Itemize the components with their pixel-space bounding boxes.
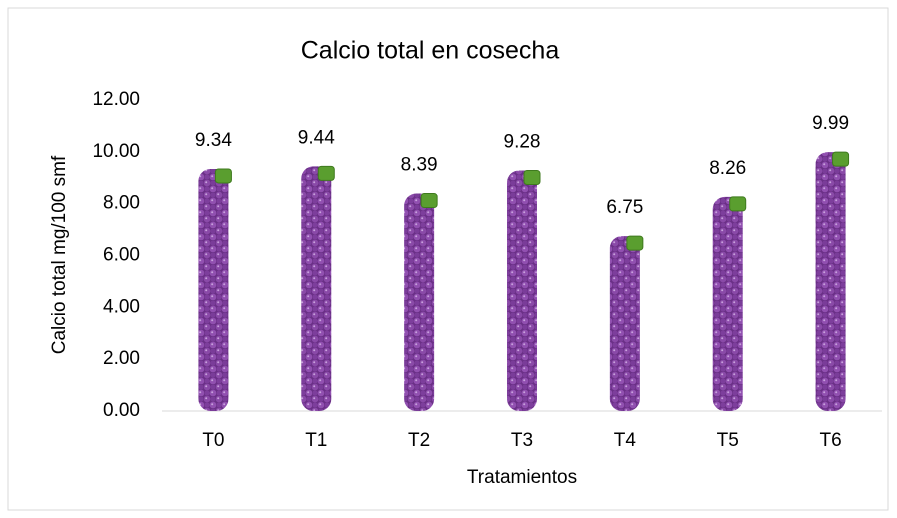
leaf [215,169,231,183]
y-tick-label: 6.00 [103,245,140,266]
bar [610,236,640,411]
leaf [421,194,437,208]
x-tick-label: T1 [305,430,327,451]
x-tick-label: T3 [511,430,533,451]
bar [816,152,846,411]
x-axis-label: Tratamientos [467,467,577,488]
x-tick-label: T0 [202,430,224,451]
bar [404,194,434,411]
chart: Calcio total en cosecha Calcio total mg/… [0,0,897,518]
y-tick-label: 10.00 [92,141,140,162]
bar [507,170,537,411]
leaf [730,197,746,211]
data-label: 8.39 [401,155,438,176]
data-label: 6.75 [606,197,643,218]
leaf [524,170,540,184]
x-tick-label: T6 [819,430,841,451]
y-axis-label: Calcio total mg/100 smf [49,155,70,354]
y-tick-label: 4.00 [103,296,140,317]
x-tick-label: T2 [408,430,430,451]
x-tick-label: T5 [717,430,739,451]
chart-title: Calcio total en cosecha [301,37,560,65]
y-tick-label: 8.00 [103,193,140,214]
data-label: 9.44 [298,127,335,148]
chart-border [8,8,888,510]
leaf [627,236,643,250]
data-label: 8.26 [709,158,746,179]
y-tick-label: 2.00 [103,348,140,369]
leaf [318,166,334,180]
y-tick-label: 0.00 [103,400,140,421]
bar [198,169,228,411]
x-tick-label: T4 [614,430,637,451]
data-label: 9.99 [812,113,849,134]
data-label: 9.28 [504,132,541,153]
bar [301,166,331,411]
data-label: 9.34 [195,130,232,151]
y-tick-label: 12.00 [92,89,140,110]
leaf [833,152,849,166]
bar [713,197,743,411]
